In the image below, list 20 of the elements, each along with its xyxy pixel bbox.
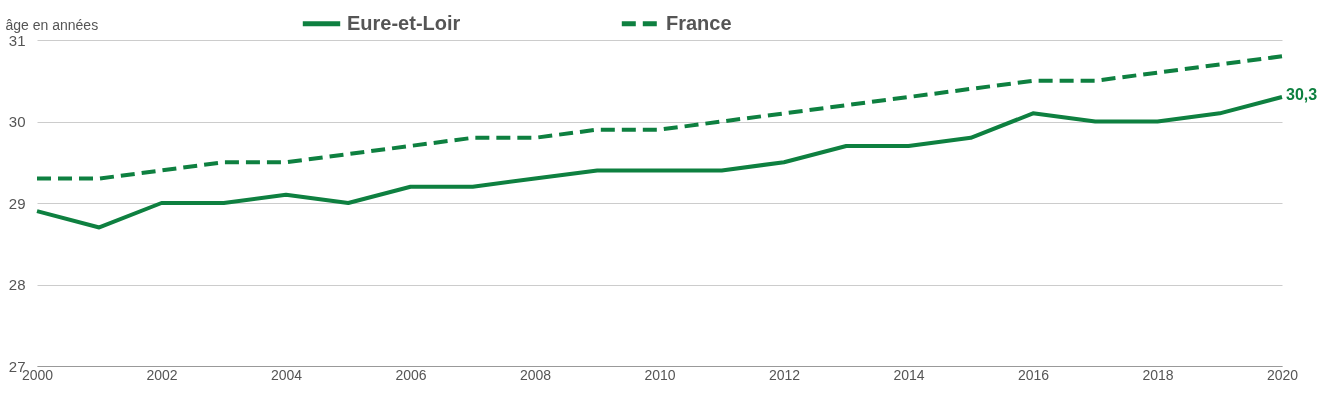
legend-label: Eure-et-Loir bbox=[347, 11, 461, 34]
y-tick-label: 30 bbox=[8, 113, 26, 130]
line-series bbox=[35, 54, 1284, 181]
x-tick-label: 2018 bbox=[1142, 366, 1174, 383]
x-tick-label: 2008 bbox=[519, 366, 552, 383]
legend-label: France bbox=[666, 11, 732, 34]
x-tick-label: 2020 bbox=[1266, 366, 1299, 383]
y-axis-title: âge en années bbox=[5, 16, 99, 33]
x-tick-label: 2002 bbox=[146, 366, 178, 383]
data-label: 30,3 bbox=[1286, 86, 1318, 104]
x-tick-label: 2010 bbox=[644, 366, 676, 383]
x-tick-label: 2016 bbox=[1017, 366, 1050, 383]
x-tick-label: 2014 bbox=[893, 366, 925, 383]
y-tick-label: 28 bbox=[8, 276, 26, 293]
x-tick-label: 2004 bbox=[270, 366, 303, 383]
x-tick-label: 2012 bbox=[768, 366, 801, 383]
y-tick-label: 29 bbox=[8, 194, 26, 212]
y-tick-label: 27 bbox=[8, 357, 26, 375]
x-tick-label: 2006 bbox=[395, 366, 427, 383]
line-series bbox=[35, 95, 1284, 230]
